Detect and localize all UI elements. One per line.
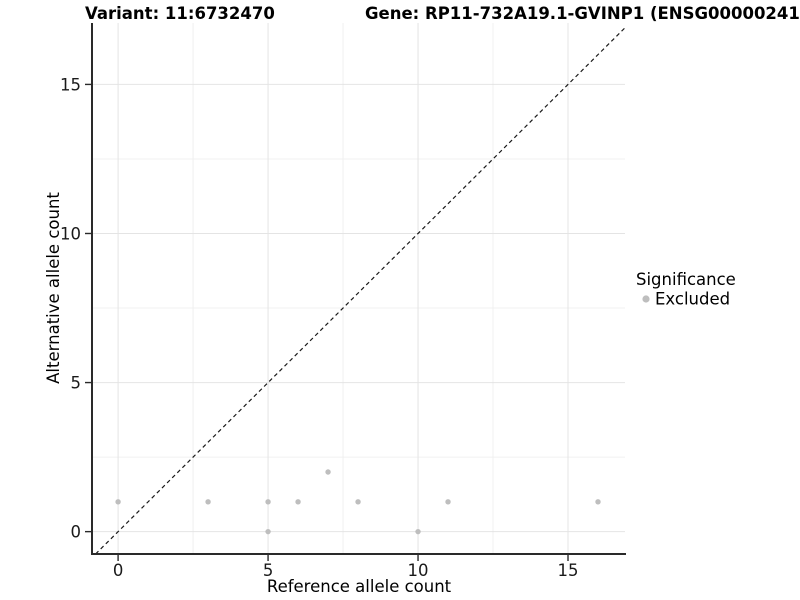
gene-title: Gene: RP11-732A19.1-GVINP1 (ENSG00000241: [365, 4, 800, 23]
data-point: [415, 528, 421, 535]
variant-title: Variant: 11:6732470: [85, 4, 275, 23]
x-tick-label: 0: [113, 561, 124, 580]
y-tick-label: 0: [71, 523, 82, 542]
x-tick-label: 5: [263, 561, 274, 580]
x-tick-labels: 0 5 10 15: [113, 561, 579, 580]
data-point: [265, 499, 271, 505]
data-point: [205, 499, 211, 505]
legend: Significance Excluded: [636, 270, 736, 309]
y-axis-title: Alternative allele count: [44, 192, 63, 384]
legend-key-excluded-icon: [642, 295, 650, 303]
identity-line: [95, 27, 626, 555]
data-point: [325, 469, 331, 475]
data-point: [355, 499, 361, 505]
gridlines-major: [92, 23, 625, 554]
gridlines-minor: [92, 23, 625, 554]
data-point: [115, 499, 121, 505]
data-point: [265, 528, 271, 535]
data-point: [295, 499, 301, 505]
axis-ticks: [85, 83, 569, 561]
x-tick-label: 10: [408, 561, 429, 580]
axis-lines: [91, 23, 626, 555]
y-tick-label: 10: [60, 224, 81, 243]
y-tick-labels: 0 5 10 15: [60, 75, 81, 541]
x-tick-label: 15: [558, 561, 579, 580]
y-tick-label: 15: [60, 75, 81, 94]
data-point: [595, 499, 601, 505]
x-axis-title: Reference allele count: [267, 577, 452, 596]
identity-dashed-line: [95, 27, 626, 555]
legend-title: Significance: [636, 270, 736, 289]
legend-item-label: Excluded: [655, 290, 730, 309]
y-tick-label: 5: [71, 374, 82, 393]
data-point: [445, 499, 451, 505]
data-points: [115, 469, 601, 535]
